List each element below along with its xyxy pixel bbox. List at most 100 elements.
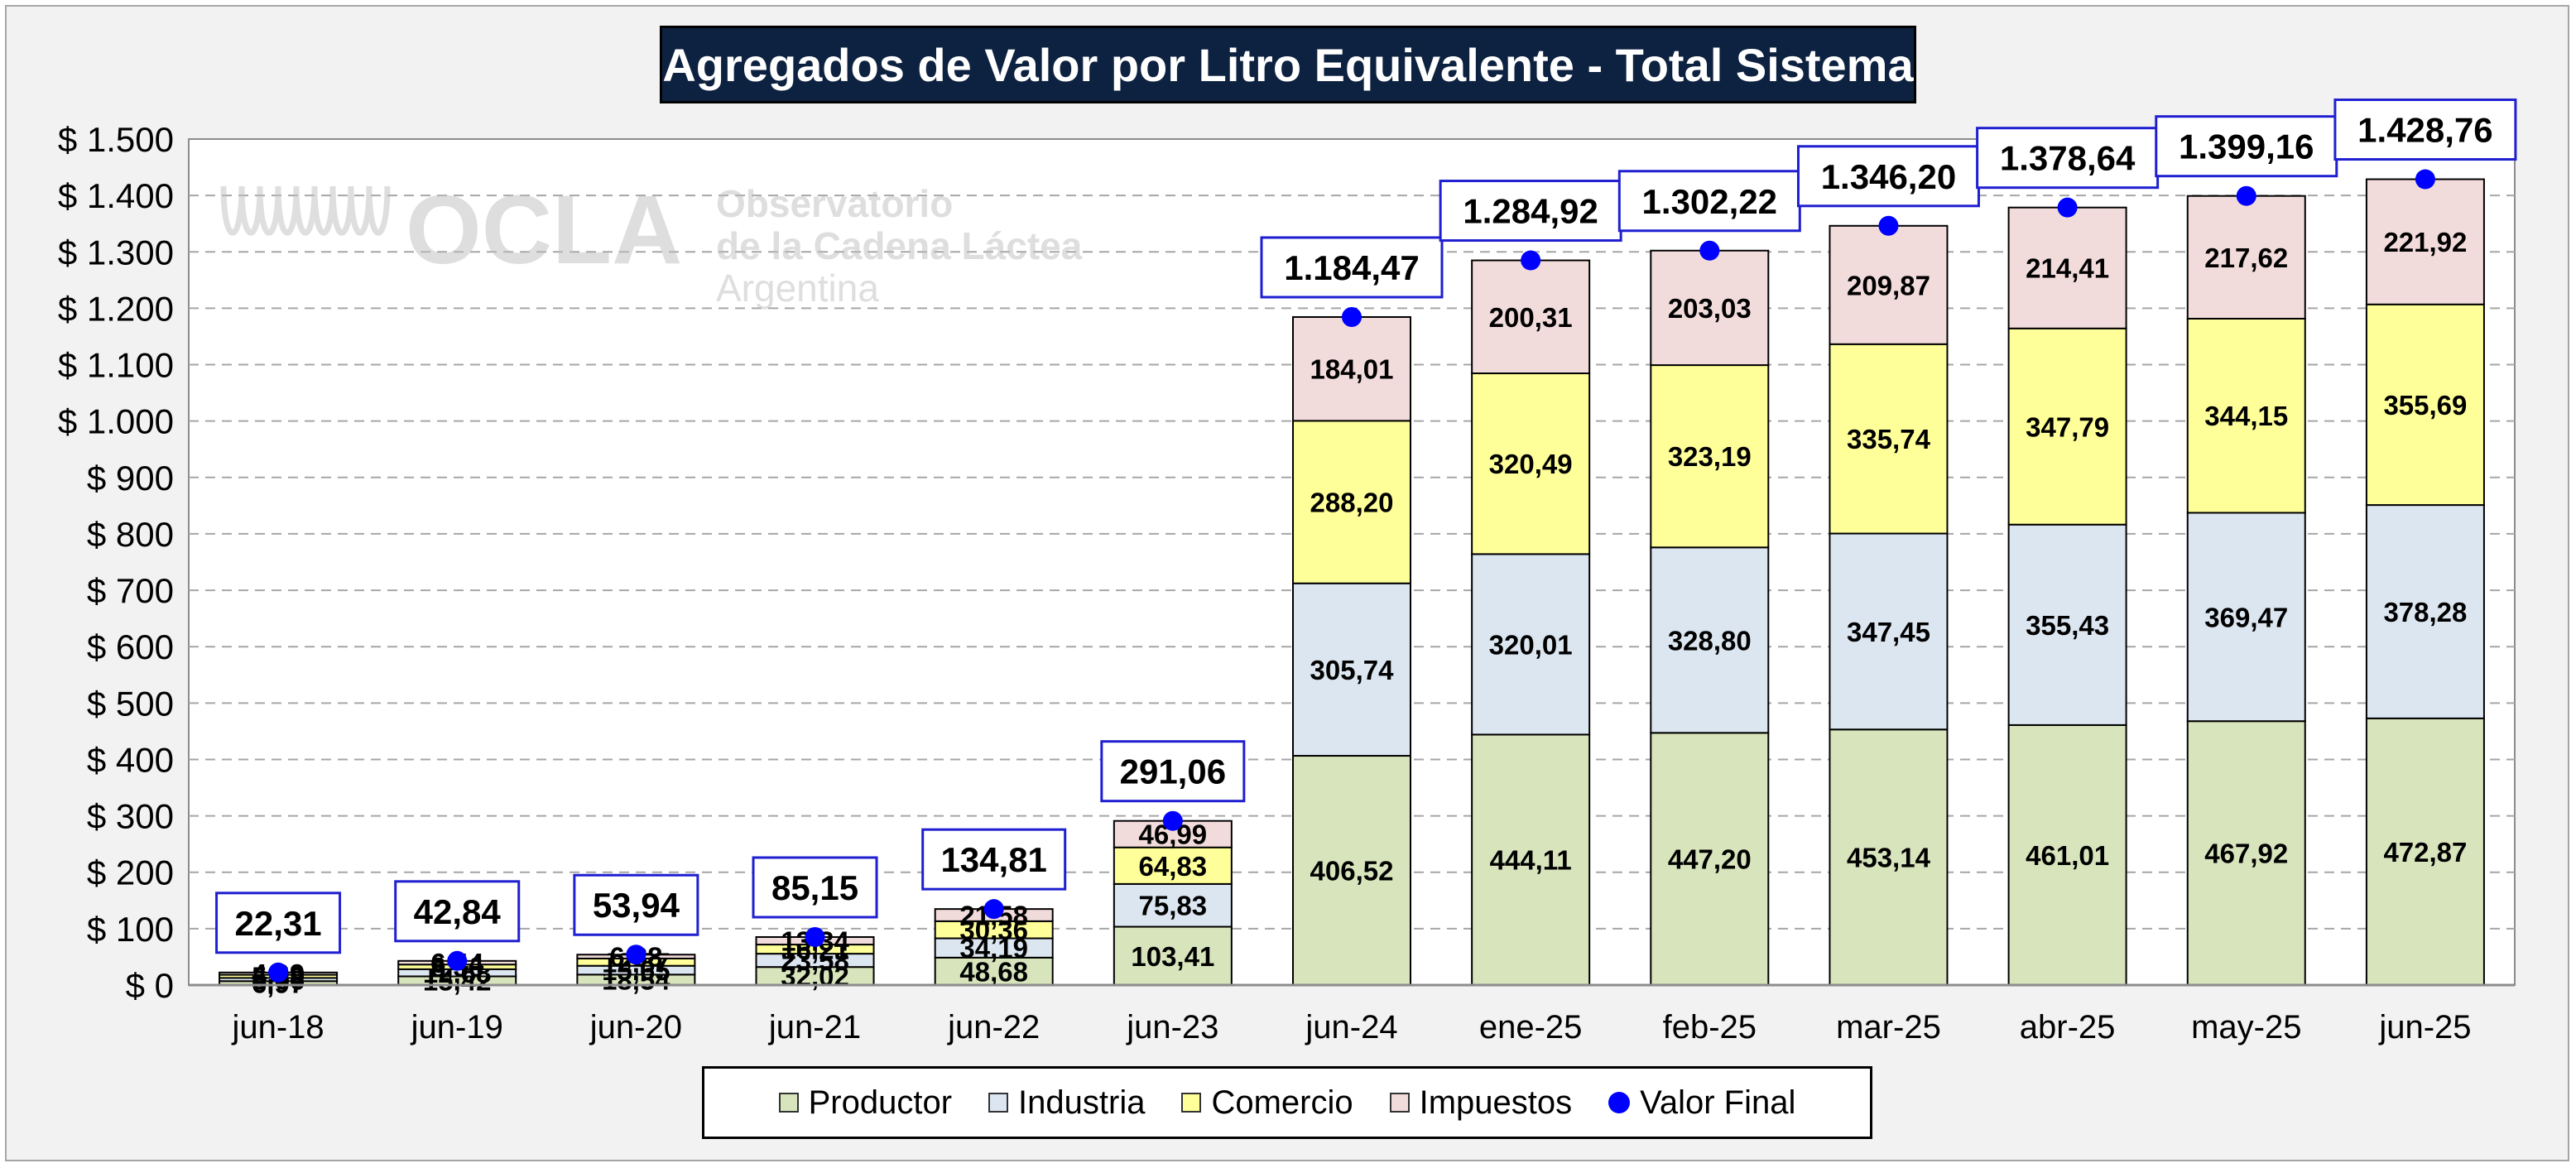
data-label-impuestos: 203,03 bbox=[1668, 293, 1752, 324]
valor-final-label: 134,81 bbox=[940, 840, 1046, 879]
valor-final-callout bbox=[752, 856, 878, 919]
data-label-productor: 467,92 bbox=[2204, 839, 2288, 869]
bar-segment-impuestos bbox=[1650, 249, 1770, 367]
valor-final-point bbox=[2236, 185, 2256, 206]
bar-segment-industria bbox=[1829, 532, 1949, 731]
data-label-comercio: 320,49 bbox=[1489, 449, 1573, 479]
valor-final-point bbox=[805, 926, 825, 947]
valor-final-callout bbox=[1260, 236, 1444, 299]
x-tick-label: abr-25 bbox=[2020, 1009, 2116, 1045]
data-label-industria: 75,83 bbox=[1139, 891, 1208, 921]
x-tick-label: mar-25 bbox=[1836, 1009, 1941, 1045]
x-tick-label: feb-25 bbox=[1663, 1009, 1757, 1045]
valor-final-callout bbox=[573, 873, 699, 936]
bar-segment-productor bbox=[1829, 728, 1949, 986]
x-tick-label: ene-25 bbox=[1479, 1009, 1583, 1045]
ocla-watermark-logo: OCLA Observatorio de la Cadena Láctea Ar… bbox=[220, 175, 1083, 310]
data-label-industria: 355,43 bbox=[2026, 610, 2109, 641]
data-label-productor: 103,41 bbox=[1131, 941, 1214, 972]
legend-item-impuestos: Impuestos bbox=[1389, 1084, 1573, 1122]
chart-title: Agregados de Valor por Litro Equivalente… bbox=[662, 38, 1914, 91]
y-tick-label: $ 1.400 bbox=[58, 176, 174, 215]
legend-label-comercio: Comercio bbox=[1211, 1084, 1353, 1121]
legend-label-valor-final: Valor Final bbox=[1640, 1084, 1796, 1121]
data-label-impuestos: 200,31 bbox=[1489, 302, 1573, 333]
bar-segment-impuestos bbox=[1471, 259, 1591, 375]
data-label-impuestos: 217,62 bbox=[2204, 243, 2288, 273]
valor-final-callout bbox=[2155, 115, 2338, 178]
bar-segment-industria bbox=[2007, 523, 2127, 726]
x-tick-label: may-25 bbox=[2191, 1009, 2301, 1045]
y-tick-label: $ 100 bbox=[87, 910, 174, 949]
valor-final-point bbox=[1878, 215, 1899, 236]
valor-final-point bbox=[268, 962, 289, 983]
valor-final-label: 53,94 bbox=[593, 886, 680, 925]
chart-title-box: Agregados de Valor por Litro Equivalente… bbox=[660, 26, 1916, 103]
valor-final-callout bbox=[921, 828, 1067, 891]
markers-layer: 22,31 42,84 53,94 85,15 134,81 291,06 1.184,47… bbox=[215, 99, 2517, 983]
y-tick-label: $ 400 bbox=[87, 740, 174, 779]
data-label-impuestos: 209,87 bbox=[1847, 270, 1930, 300]
bar-segment-productor bbox=[1650, 732, 1770, 986]
y-tick-label: $ 700 bbox=[87, 571, 174, 610]
data-label-comercio: 323,19 bbox=[1668, 441, 1752, 472]
y-tick-label: $ 1.200 bbox=[58, 289, 174, 328]
valor-final-label: 291,06 bbox=[1120, 752, 1226, 791]
bar-segment-comercio bbox=[1829, 343, 1949, 535]
bar-segment-productor bbox=[1471, 733, 1591, 986]
valor-final-point bbox=[626, 944, 646, 965]
valor-final-label: 1.184,47 bbox=[1284, 248, 1420, 287]
x-tick-label: jun-22 bbox=[947, 1009, 1040, 1045]
legend-swatch-productor bbox=[778, 1093, 799, 1113]
valor-final-callout bbox=[215, 892, 342, 954]
data-label-comercio: 355,69 bbox=[2383, 390, 2467, 421]
valor-final-callout bbox=[1100, 740, 1246, 803]
y-tick-label: $ 300 bbox=[87, 797, 174, 836]
ocla-logo-mark bbox=[220, 185, 391, 236]
data-label-industria: 305,74 bbox=[1310, 655, 1395, 685]
data-label-productor: 444,11 bbox=[1490, 845, 1572, 876]
legend-swatch-comercio bbox=[1181, 1093, 1202, 1113]
watermark-line-2: de la Cadena Láctea bbox=[716, 224, 1083, 267]
x-tick-label: jun-20 bbox=[589, 1009, 682, 1045]
bar-segment-productor bbox=[2365, 717, 2485, 987]
bar-segment-productor bbox=[2007, 723, 2127, 986]
x-tick-label: jun-23 bbox=[1126, 1009, 1218, 1045]
data-label-industria: 328,80 bbox=[1668, 625, 1752, 656]
legend-swatch-impuestos bbox=[1389, 1093, 1410, 1113]
legend-label-impuestos: Impuestos bbox=[1419, 1084, 1573, 1121]
bar-segment-industria bbox=[2365, 504, 2485, 719]
y-tick-label: $ 200 bbox=[87, 853, 174, 892]
bar-segment-impuestos bbox=[2186, 195, 2306, 320]
valor-final-label: 22,31 bbox=[235, 904, 322, 943]
valor-final-label: 1.378,64 bbox=[2000, 139, 2136, 178]
valor-final-label: 1.399,16 bbox=[2179, 127, 2314, 166]
valor-final-point bbox=[1342, 306, 1362, 327]
y-tick-label: $ 1.100 bbox=[58, 346, 174, 385]
bar-segment-impuestos bbox=[1829, 224, 1949, 345]
bar-segment-industria bbox=[1113, 882, 1233, 928]
x-tick-label: jun-24 bbox=[1305, 1009, 1397, 1045]
axis-layer: $ 0 $ 100 $ 200 $ 300 $ 400 $ 500 $ 600 $ 700 $ … bbox=[58, 120, 2515, 1045]
valor-final-label: 85,15 bbox=[771, 868, 858, 907]
bar-segment-comercio bbox=[2365, 303, 2485, 507]
valor-final-callout bbox=[2333, 99, 2517, 161]
y-tick-label: $ 1.000 bbox=[58, 402, 174, 441]
data-label-impuestos: 184,01 bbox=[1310, 354, 1394, 385]
x-tick-label: jun-19 bbox=[411, 1009, 503, 1045]
legend-item-valor-final: Valor Final bbox=[1608, 1084, 1795, 1122]
legend-dot-valor-final bbox=[1608, 1092, 1631, 1113]
legend-label-productor: Productor bbox=[808, 1084, 953, 1121]
data-label-comercio: 347,79 bbox=[2026, 411, 2109, 442]
ocla-logo-text: OCLA bbox=[406, 175, 682, 285]
valor-final-point bbox=[1162, 810, 1183, 831]
data-label-comercio: 344,15 bbox=[2204, 401, 2288, 431]
data-label-industria: 369,47 bbox=[2204, 602, 2288, 632]
data-label-impuestos: 221,92 bbox=[2383, 227, 2467, 257]
valor-final-callout bbox=[1439, 180, 1622, 243]
y-tick-label: $ 800 bbox=[87, 515, 174, 554]
y-tick-label: $ 1.500 bbox=[58, 120, 174, 159]
bar-segment-comercio bbox=[2186, 317, 2306, 514]
data-label-productor: 453,14 bbox=[1847, 843, 1931, 873]
data-label-productor: 48,68 bbox=[959, 956, 1028, 987]
